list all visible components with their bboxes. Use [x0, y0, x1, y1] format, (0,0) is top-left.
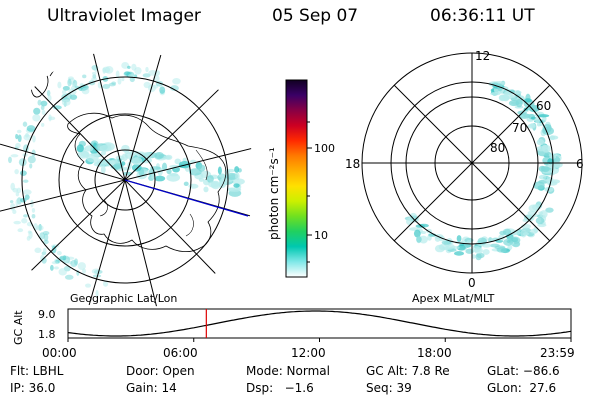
alt-xtick-0000: 00:00 [42, 346, 77, 360]
geographic-panel-label: Geographic Lat/Lon [70, 292, 177, 305]
mlat-label-70: 70 [512, 121, 527, 135]
mlt-label-18: 18 [345, 157, 360, 171]
lat-circle-70 [58, 113, 192, 247]
magnetic-panel-label: Apex MLat/MLT [412, 292, 495, 305]
colorbar-tick-100: 100 [314, 142, 335, 155]
colorbar-unit-label: photon cm⁻²s⁻¹ [267, 147, 281, 240]
alt-xtick-1200: 12:00 [291, 346, 326, 360]
mlat-label-60: 60 [536, 99, 551, 113]
magnetic-map-panel: 12 18 6 0 60 70 80 [345, 49, 584, 290]
glon-status: GLon: 27.6 [487, 381, 557, 395]
alt-ytick-top: 9.0 [38, 308, 56, 321]
coastline-detail [99, 149, 208, 237]
mlat-label-80: 80 [490, 141, 505, 155]
mode-status: Mode: Normal [246, 364, 330, 378]
alt-ytick-bottom: 1.8 [38, 328, 56, 341]
color-scale-bar: 100 10 photon cm⁻²s⁻¹ [267, 79, 335, 278]
altitude-plot-frame [67, 308, 572, 339]
mlt-diagonal-2 [393, 84, 551, 242]
alt-xtick-1800: 18:00 [417, 346, 452, 360]
gain-status: Gain: 14 [126, 381, 177, 395]
mlt-label-6: 6 [576, 157, 584, 171]
alt-ylabel: GC Alt [12, 310, 25, 345]
gc-alt-status: GC Alt: 7.8 Re [366, 364, 450, 378]
filter-status: Flt: LBHL [10, 364, 64, 378]
antarctica-coastline [67, 112, 227, 252]
alt-xtick-0600: 06:00 [163, 346, 198, 360]
ip-status: IP: 36.0 [10, 381, 56, 395]
colorbar-tick-10: 10 [314, 229, 328, 242]
mlt-label-0: 0 [468, 276, 476, 290]
observation-date: 05 Sep 07 [272, 6, 359, 26]
geographic-map-panel [0, 50, 255, 310]
altitude-strip-plot: 9.0 1.8 GC Alt 00:00 06:00 12:00 18:00 2… [12, 308, 575, 360]
seq-status: Seq: 39 [366, 381, 412, 395]
lat-circle-60 [21, 76, 229, 284]
observation-time: 06:36:11 UT [430, 6, 535, 26]
sun-direction-line [124, 179, 249, 217]
mlt-label-12: 12 [475, 49, 490, 63]
alt-xtick-2359: 23:59 [540, 346, 575, 360]
lat-circle-80 [94, 149, 156, 211]
dsp-status: Dsp: −1.6 [246, 381, 314, 395]
altitude-curve [67, 310, 572, 337]
glat-status: GLat: −86.6 [487, 364, 560, 378]
instrument-title: Ultraviolet Imager [47, 6, 201, 26]
door-status: Door: Open [126, 364, 195, 378]
